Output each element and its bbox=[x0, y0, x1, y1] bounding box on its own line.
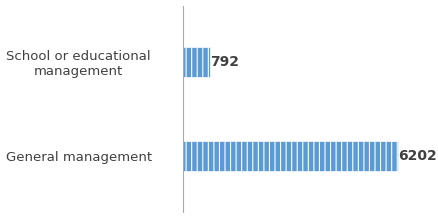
Text: 6202: 6202 bbox=[398, 149, 437, 163]
Text: 792: 792 bbox=[210, 55, 240, 69]
Bar bbox=[183, 47, 210, 77]
Bar bbox=[183, 141, 398, 171]
